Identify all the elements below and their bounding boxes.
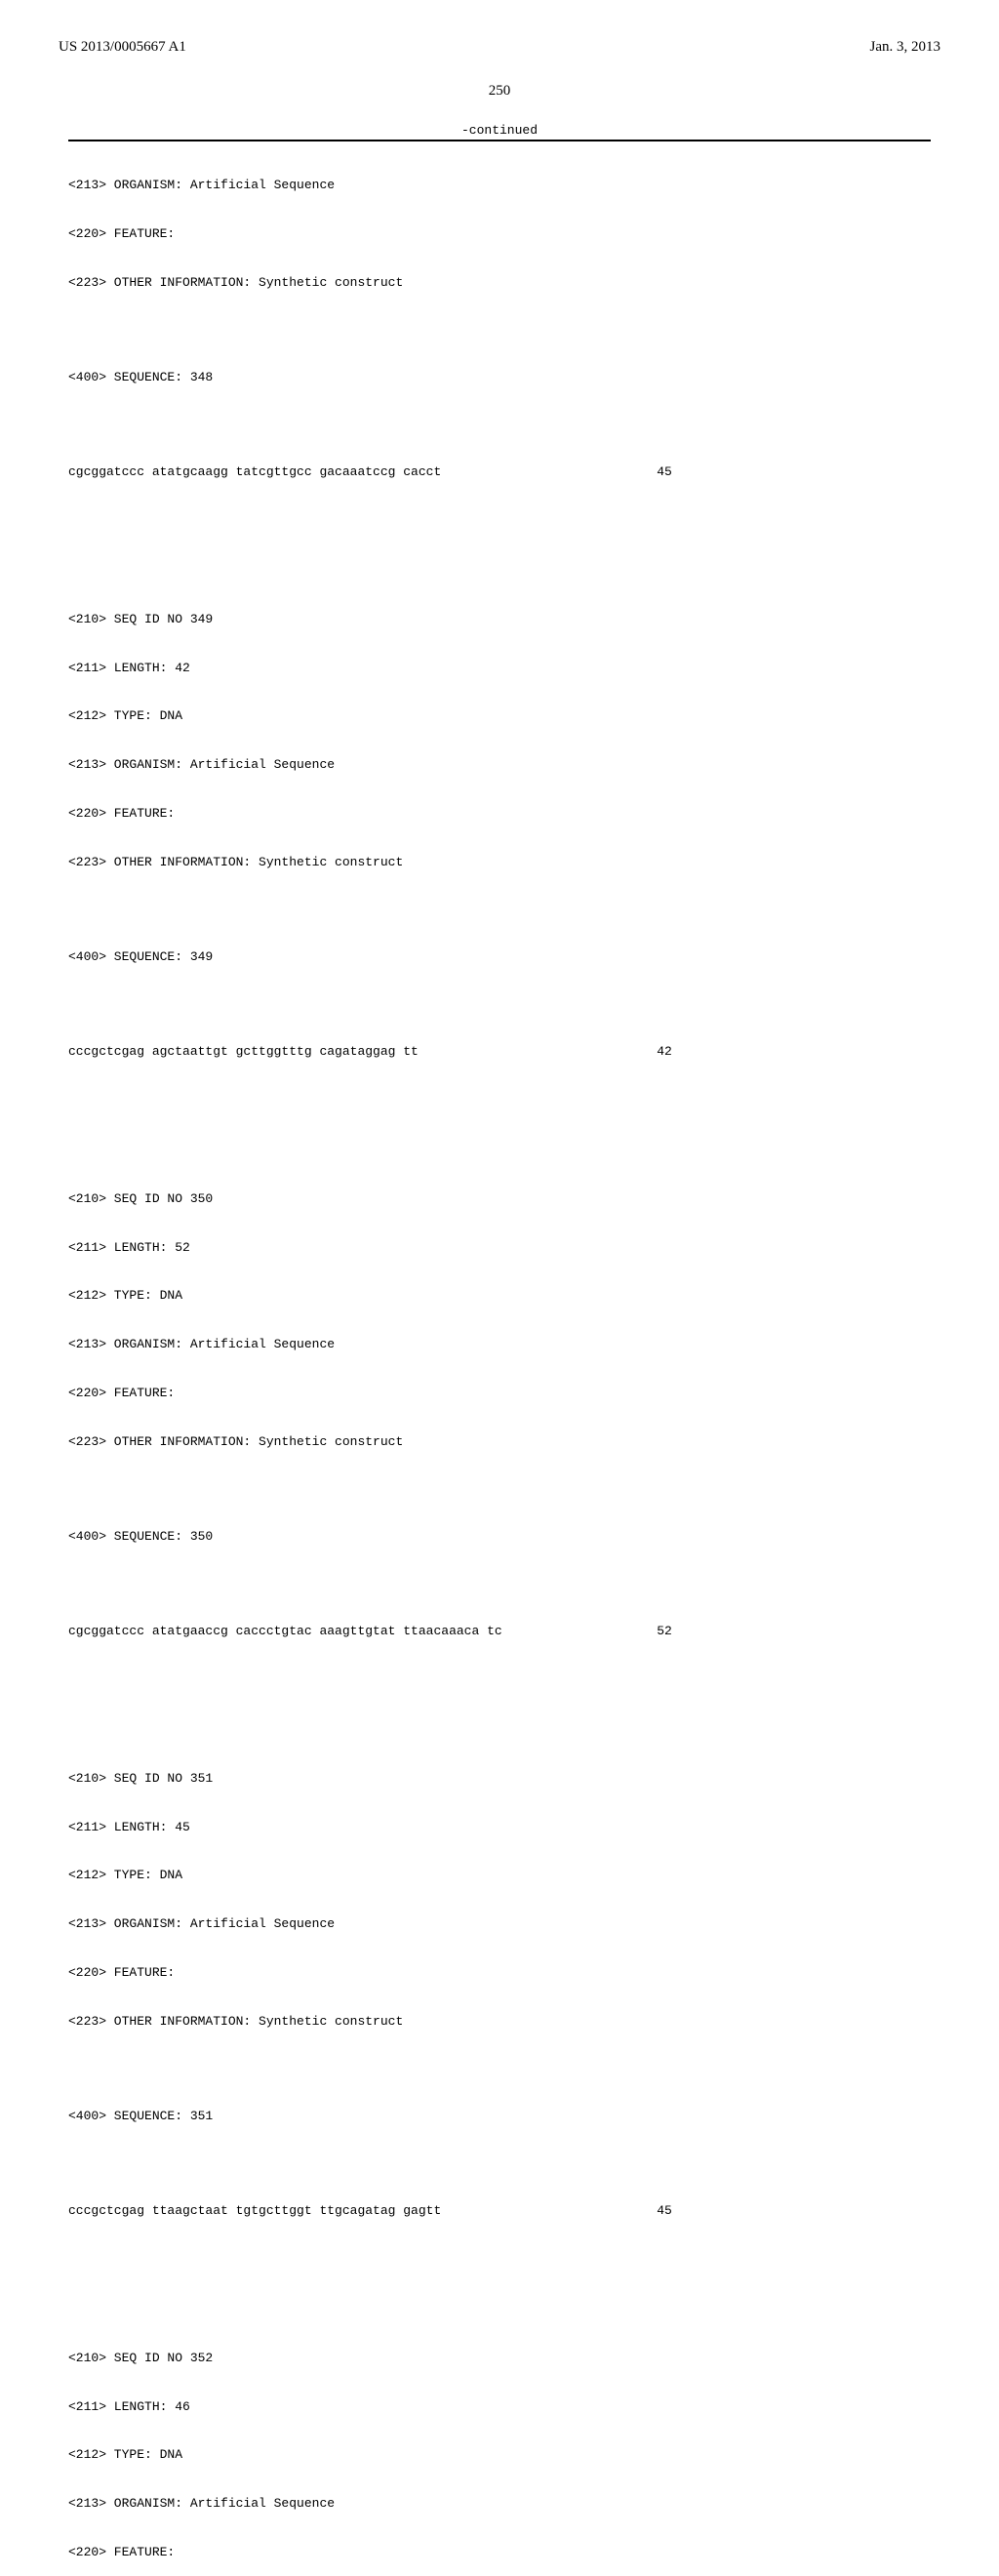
seq-meta-line: <212> TYPE: DNA <box>68 2447 931 2464</box>
seq-meta-line: <210> SEQ ID NO 352 <box>68 2351 931 2367</box>
sequence-length: 45 <box>657 464 672 481</box>
publication-number: US 2013/0005667 A1 <box>59 39 186 56</box>
content-area: -continued <213> ORGANISM: Artificial Se… <box>59 123 940 2576</box>
seq-meta-line: <212> TYPE: DNA <box>68 708 931 725</box>
seq-meta-line: <213> ORGANISM: Artificial Sequence <box>68 1337 931 1353</box>
sequence-line: cccgctcgag ttaagctaat tgtgcttggt ttgcaga… <box>68 2203 931 2220</box>
seq-meta-line: <213> ORGANISM: Artificial Sequence <box>68 178 931 194</box>
continued-label: -continued <box>68 123 931 138</box>
seq-label: <400> SEQUENCE: 350 <box>68 1529 931 1546</box>
sequence-text: cccgctcgag agctaattgt gcttggtttg cagatag… <box>68 1044 419 1061</box>
seq-meta-line: <220> FEATURE: <box>68 1965 931 1982</box>
sequence-length: 45 <box>657 2203 672 2220</box>
sequence-length: 42 <box>657 1044 672 1061</box>
seq-meta-line: <213> ORGANISM: Artificial Sequence <box>68 1916 931 1933</box>
sequence-line: cccgctcgag agctaattgt gcttggtttg cagatag… <box>68 1044 931 1061</box>
seq-block: <210> SEQ ID NO 350 <211> LENGTH: 52 <21… <box>68 1112 931 1672</box>
sequence-text: cccgctcgag ttaagctaat tgtgcttggt ttgcaga… <box>68 2203 441 2220</box>
page-number: 250 <box>59 83 940 100</box>
sequence-text: cgcggatccc atatgaaccg caccctgtac aaagttg… <box>68 1624 502 1640</box>
seq-meta-line: <210> SEQ ID NO 351 <box>68 1771 931 1788</box>
seq-meta-line: <211> LENGTH: 46 <box>68 2399 931 2416</box>
seq-meta-line: <220> FEATURE: <box>68 1386 931 1402</box>
seq-meta-line: <223> OTHER INFORMATION: Synthetic const… <box>68 2014 931 2031</box>
seq-meta-line: <211> LENGTH: 42 <box>68 661 931 677</box>
seq-label: <400> SEQUENCE: 349 <box>68 949 931 966</box>
seq-meta-line: <212> TYPE: DNA <box>68 1868 931 1884</box>
sequence-text: cgcggatccc atatgcaagg tatcgttgcc gacaaat… <box>68 464 441 481</box>
publication-date: Jan. 3, 2013 <box>870 39 941 56</box>
seq-block: <213> ORGANISM: Artificial Sequence <220… <box>68 145 931 513</box>
sequence-line: cgcggatccc atatgcaagg tatcgttgcc gacaaat… <box>68 464 931 481</box>
seq-meta-line: <213> ORGANISM: Artificial Sequence <box>68 2496 931 2513</box>
page-header: US 2013/0005667 A1 Jan. 3, 2013 <box>59 39 940 56</box>
seq-label: <400> SEQUENCE: 348 <box>68 370 931 386</box>
seq-meta-line: <223> OTHER INFORMATION: Synthetic const… <box>68 275 931 292</box>
seq-meta-line: <211> LENGTH: 52 <box>68 1240 931 1257</box>
seq-meta-line: <213> ORGANISM: Artificial Sequence <box>68 757 931 774</box>
seq-meta-line: <210> SEQ ID NO 349 <box>68 612 931 628</box>
seq-block: <210> SEQ ID NO 352 <211> LENGTH: 46 <21… <box>68 2272 931 2576</box>
sequence-length: 52 <box>657 1624 672 1640</box>
seq-meta-line: <211> LENGTH: 45 <box>68 1820 931 1836</box>
seq-meta-line: <210> SEQ ID NO 350 <box>68 1191 931 1208</box>
seq-meta-line: <223> OTHER INFORMATION: Synthetic const… <box>68 1434 931 1451</box>
top-rule <box>68 140 931 141</box>
seq-label: <400> SEQUENCE: 351 <box>68 2109 931 2125</box>
seq-block: <210> SEQ ID NO 351 <211> LENGTH: 45 <21… <box>68 1692 931 2252</box>
seq-block: <210> SEQ ID NO 349 <211> LENGTH: 42 <21… <box>68 533 931 1093</box>
seq-meta-line: <220> FEATURE: <box>68 226 931 243</box>
seq-meta-line: <212> TYPE: DNA <box>68 1288 931 1305</box>
sequence-line: cgcggatccc atatgaaccg caccctgtac aaagttg… <box>68 1624 931 1640</box>
seq-meta-line: <220> FEATURE: <box>68 2545 931 2561</box>
page-container: US 2013/0005667 A1 Jan. 3, 2013 250 -con… <box>0 0 999 2576</box>
seq-meta-line: <223> OTHER INFORMATION: Synthetic const… <box>68 855 931 871</box>
seq-meta-line: <220> FEATURE: <box>68 806 931 823</box>
